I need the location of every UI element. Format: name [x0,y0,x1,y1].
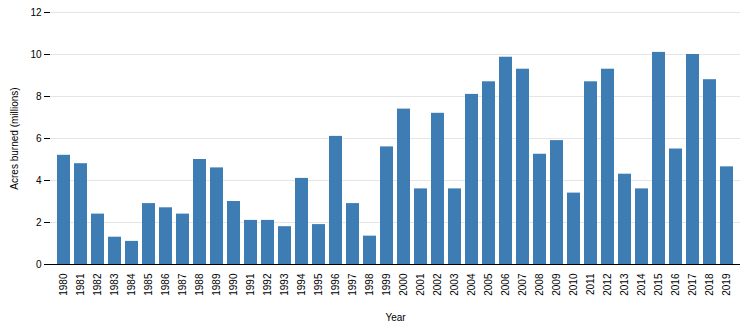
svg-text:1991: 1991 [245,273,256,296]
svg-text:1985: 1985 [143,273,154,296]
svg-text:1982: 1982 [92,273,103,296]
svg-text:2006: 2006 [500,273,511,296]
svg-text:1984: 1984 [126,273,137,296]
svg-text:2001: 2001 [415,273,426,296]
svg-text:1987: 1987 [177,273,188,296]
svg-text:2000: 2000 [398,273,409,296]
svg-text:2002: 2002 [432,273,443,296]
svg-text:2003: 2003 [449,273,460,296]
svg-text:2011: 2011 [585,273,596,295]
svg-text:2014: 2014 [636,273,647,296]
svg-text:Year: Year [385,312,406,323]
svg-text:2010: 2010 [568,273,579,296]
svg-text:1999: 1999 [381,273,392,296]
svg-text:1993: 1993 [279,273,290,296]
svg-text:1990: 1990 [228,273,239,296]
svg-text:2019: 2019 [721,273,732,296]
svg-text:1998: 1998 [364,273,375,296]
svg-text:8: 8 [36,91,42,102]
svg-text:Acres burned (millions): Acres burned (millions) [9,87,20,189]
svg-text:2007: 2007 [517,273,528,296]
svg-text:2016: 2016 [670,273,681,296]
svg-text:2018: 2018 [704,273,715,296]
svg-text:10: 10 [30,49,42,60]
svg-text:2008: 2008 [534,273,545,296]
svg-text:1997: 1997 [347,273,358,296]
svg-text:1986: 1986 [160,273,171,296]
svg-text:2015: 2015 [653,273,664,296]
svg-text:1996: 1996 [330,273,341,296]
svg-text:2012: 2012 [602,273,613,296]
svg-text:2004: 2004 [466,273,477,296]
svg-text:12: 12 [30,7,42,18]
svg-text:1980: 1980 [58,273,69,296]
svg-text:1989: 1989 [211,273,222,296]
svg-text:1994: 1994 [296,273,307,296]
svg-text:2013: 2013 [619,273,630,296]
svg-text:1992: 1992 [262,273,273,296]
svg-text:2: 2 [36,217,42,228]
svg-text:1983: 1983 [109,273,120,296]
svg-text:6: 6 [36,133,42,144]
svg-text:1995: 1995 [313,273,324,296]
svg-text:1981: 1981 [75,273,86,296]
svg-text:4: 4 [36,175,42,186]
svg-text:2009: 2009 [551,273,562,296]
svg-text:2017: 2017 [687,273,698,296]
svg-text:2005: 2005 [483,273,494,296]
svg-text:0: 0 [36,259,42,270]
svg-text:1988: 1988 [194,273,205,296]
